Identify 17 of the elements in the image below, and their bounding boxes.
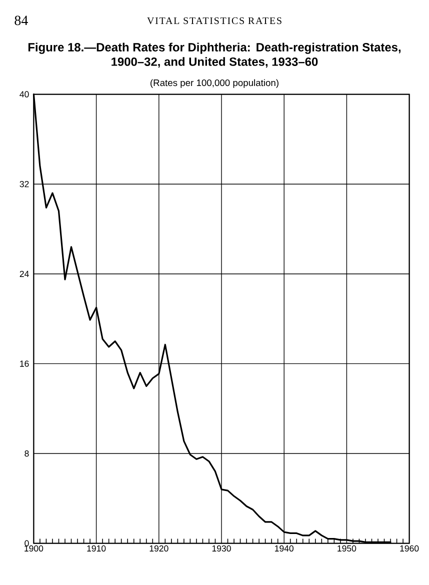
x-tick-label: 1900 bbox=[24, 545, 44, 552]
x-tick-label: 1930 bbox=[212, 545, 231, 552]
y-tick-label: 8 bbox=[24, 450, 29, 457]
text: VITAL STATISTICS RATES bbox=[147, 17, 282, 24]
x-tick-label: 1950 bbox=[338, 545, 356, 552]
x-tick-label: 1920 bbox=[150, 545, 168, 552]
y-tick-label: 16 bbox=[20, 360, 29, 367]
chart-title: Figure 18.—Death Rates for Diphtheria: Death-registration States, 1900–32, and United States, 1933–60 bbox=[28, 42, 401, 68]
y-tick-label: 0 bbox=[24, 540, 29, 546]
chart-subtitle: (Rates per 100,000 population) bbox=[150, 79, 278, 88]
text: 84 bbox=[14, 16, 28, 26]
y-tick-label: 32 bbox=[20, 180, 29, 188]
y-tick-label: 24 bbox=[20, 270, 29, 277]
x-tick-label: 1940 bbox=[275, 545, 294, 552]
y-tick-label: 40 bbox=[20, 91, 29, 98]
x-tick-label: 1910 bbox=[87, 545, 106, 552]
x-tick-label: 1960 bbox=[400, 545, 419, 552]
